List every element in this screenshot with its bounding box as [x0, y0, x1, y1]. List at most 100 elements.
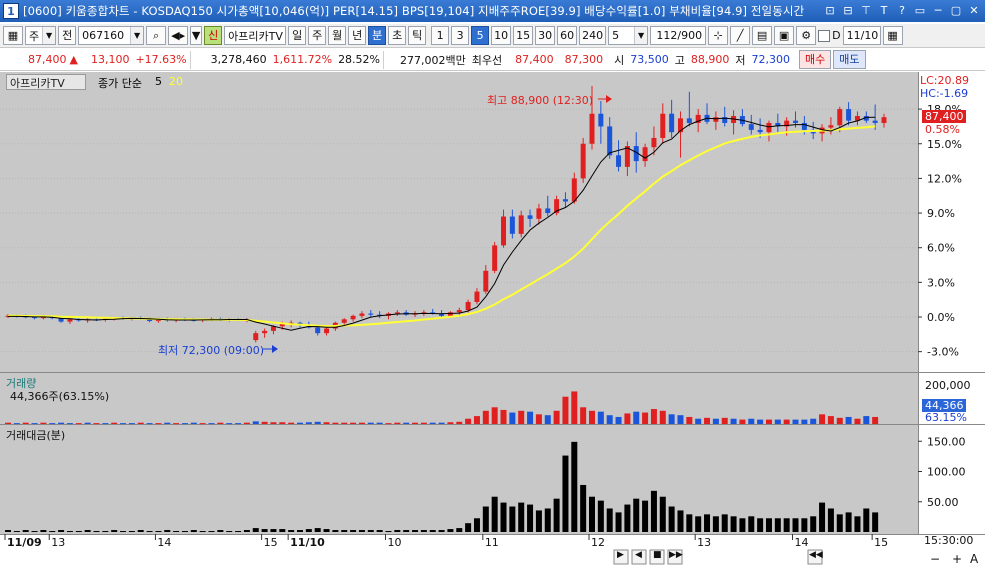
candle-body [757, 129, 763, 133]
bar-count-field[interactable]: 112 /900 [650, 26, 707, 45]
amount-bar [332, 530, 339, 532]
date-field[interactable]: 11/10 [842, 26, 881, 45]
fast-rewind-button[interactable] [807, 549, 823, 565]
prev-button[interactable]: 전 [58, 26, 77, 45]
interval-3[interactable]: 3 [451, 26, 470, 45]
amount-bar [659, 496, 666, 532]
amount-bar [544, 508, 551, 532]
candle-body [394, 312, 400, 314]
period-tick[interactable]: 틱 [408, 26, 427, 45]
speaker-icon[interactable]: ◀▸ [168, 26, 189, 45]
chevron-down-icon[interactable]: ▼ [190, 26, 203, 45]
amount-bar [456, 528, 463, 532]
amount-bar [181, 531, 188, 533]
interval-60[interactable]: 60 [557, 26, 578, 45]
link-icon[interactable]: ⊡ [825, 4, 835, 17]
close-icon[interactable]: ✕ [969, 4, 979, 17]
layout-icon[interactable]: ⊟ [843, 4, 853, 17]
sell-button[interactable]: 매도 [833, 50, 866, 69]
zoom-in-button[interactable]: + [952, 552, 963, 566]
amount-bar [438, 530, 445, 532]
amount-bar [226, 531, 233, 533]
search-icon[interactable]: ⌕ [146, 26, 167, 45]
volume-bar [217, 422, 224, 424]
time-axis: 11/09 13 14 15 11/10 10 11 12 13 14 15 [4, 534, 888, 549]
grid-icon[interactable]: ▤ [752, 26, 773, 45]
stock-type-select[interactable]: 주 ▼ [25, 26, 57, 45]
period-year[interactable]: 년 [348, 26, 367, 45]
zoom-out-button[interactable]: − [930, 552, 941, 566]
auto-scale-button[interactable]: A [970, 552, 979, 566]
pin-icon[interactable]: ⊤ [861, 4, 871, 17]
crosshair-icon[interactable]: ⊹ [708, 26, 729, 45]
interval-5[interactable]: 5 [471, 26, 490, 45]
period-second[interactable]: 초 [388, 26, 407, 45]
volume-bar [84, 422, 91, 424]
interval-select[interactable]: 5 ▼ [608, 26, 649, 45]
price-axis-label: 6.0% [927, 242, 955, 255]
volume-bar [650, 409, 657, 424]
period-week[interactable]: 주 [308, 26, 327, 45]
amount-bar [677, 510, 684, 532]
interval-10[interactable]: 10 [491, 26, 512, 45]
volume: 3,278,460 [210, 53, 267, 66]
amount-bar [111, 530, 118, 532]
amount-bar [403, 530, 410, 532]
buy-button[interactable]: 매수 [799, 50, 832, 69]
volume-bar [164, 422, 171, 424]
candle-body [837, 109, 843, 126]
amount-bar [243, 530, 250, 532]
chart-area[interactable]: 18.0% 15.0% 12.0% 9.0% 6.0% 3.0% 0.0% -3.0% 150… [0, 72, 985, 569]
period-month[interactable]: 월 [328, 26, 347, 45]
price-chart[interactable]: 18.0%15.0%12.0%9.0%6.0%3.0%0.0%-3.0% 150… [0, 72, 985, 569]
volume-bar [447, 422, 454, 424]
stop-button[interactable] [649, 549, 665, 565]
candle-body [262, 330, 268, 334]
menu-icon[interactable]: ▦ [3, 26, 23, 45]
interval-240[interactable]: 240 [579, 26, 607, 45]
open-price: 73,500 [630, 53, 669, 66]
period-day[interactable]: 일 [288, 26, 307, 45]
chevron-down-icon: ▼ [130, 27, 144, 44]
candle-body [518, 215, 524, 234]
interval-1[interactable]: 1 [431, 26, 450, 45]
volume-bar [31, 423, 38, 425]
period-minute[interactable]: 분 [368, 26, 387, 45]
volume-bar [146, 423, 153, 425]
minimize-icon[interactable]: ─ [934, 4, 942, 17]
candle-body [67, 319, 73, 322]
maximize-icon[interactable]: ▢ [950, 4, 962, 17]
restore-icon[interactable]: ▭ [914, 4, 926, 17]
draw-line-icon[interactable]: ╱ [730, 26, 751, 45]
gear-icon[interactable]: ⚙ [796, 26, 817, 45]
amount-bar [845, 512, 852, 532]
candle-body [660, 113, 666, 138]
window-number: 1 [3, 3, 19, 19]
candle-body [32, 317, 38, 319]
candle-body [633, 146, 639, 162]
volume-bar [518, 410, 525, 424]
help-icon[interactable]: ? [899, 4, 905, 17]
text-icon[interactable]: T [880, 4, 888, 17]
save-icon[interactable]: ▣ [774, 26, 795, 45]
candle-body [854, 116, 860, 121]
amount-axis-label: 100.00 [927, 466, 966, 479]
amount-bar [199, 531, 206, 533]
volume-bar [40, 422, 47, 424]
date-checkbox[interactable] [818, 29, 831, 42]
volume-bar [137, 422, 144, 424]
volume-bar [562, 396, 569, 424]
scroll-right-button[interactable] [613, 549, 629, 565]
fast-forward-button[interactable] [667, 549, 683, 565]
interval-15[interactable]: 15 [513, 26, 534, 45]
calendar-icon[interactable]: ▦ [882, 26, 903, 45]
volume-bar [120, 423, 127, 425]
stock-name-field[interactable]: 아프리카TV [224, 26, 287, 45]
interval-30[interactable]: 30 [535, 26, 556, 45]
candle-body [474, 291, 480, 302]
volume-bar [438, 422, 445, 424]
stock-code-input[interactable]: 067160 ▼ [78, 26, 145, 45]
candle-body [270, 326, 276, 331]
candle-body [616, 155, 622, 167]
scroll-left-button[interactable] [631, 549, 647, 565]
